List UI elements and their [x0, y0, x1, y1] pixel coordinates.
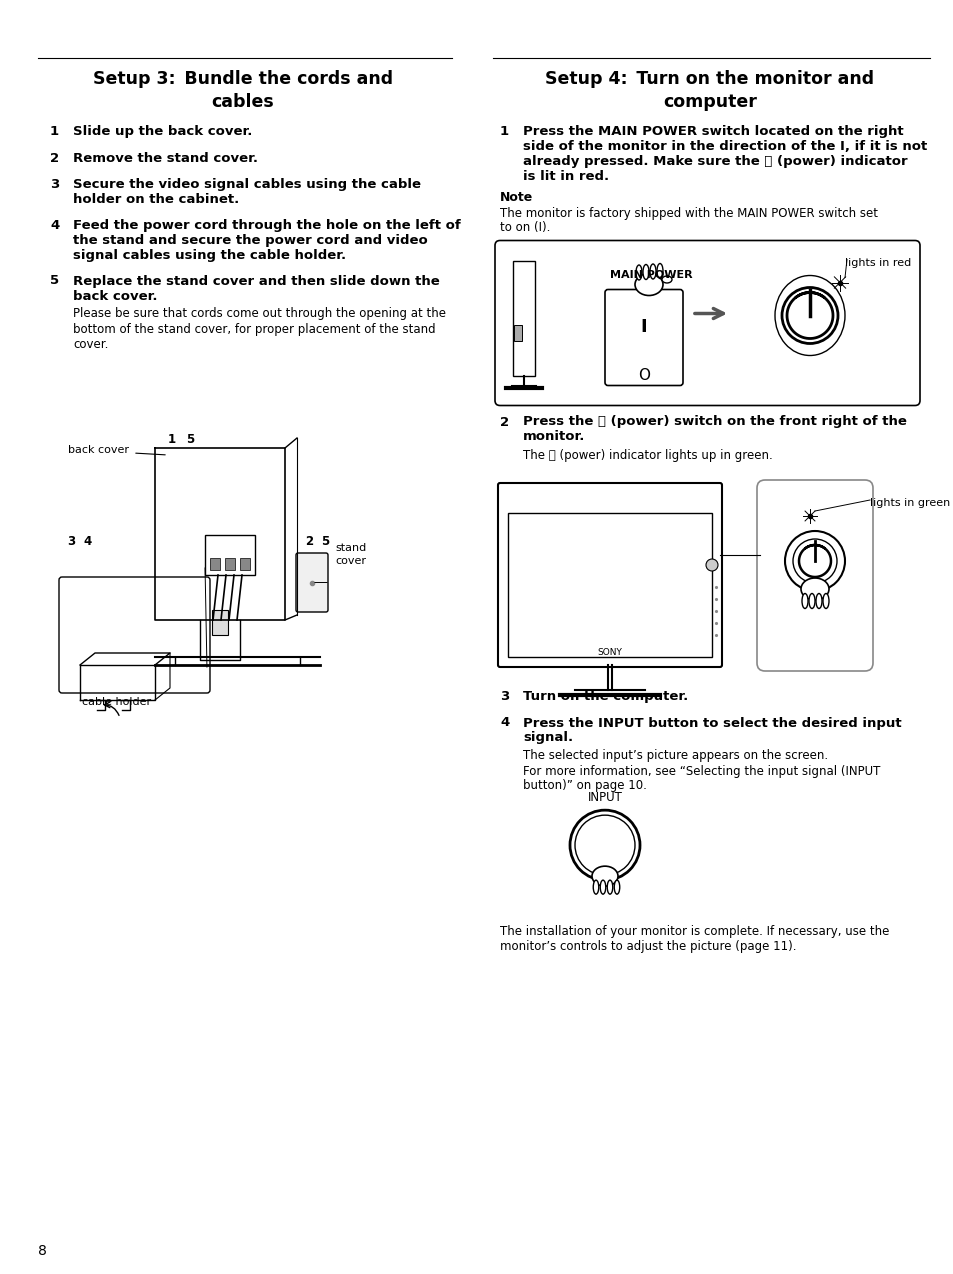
Text: cables: cables	[212, 93, 274, 111]
Text: O: O	[638, 367, 649, 382]
Text: computer: computer	[662, 93, 756, 111]
Ellipse shape	[657, 264, 662, 279]
Text: lights in red: lights in red	[844, 257, 910, 268]
Text: 2: 2	[305, 535, 313, 548]
Text: Setup 3: Bundle the cords and: Setup 3: Bundle the cords and	[92, 70, 393, 88]
Circle shape	[705, 559, 718, 571]
Bar	[212, 610, 228, 634]
Text: Press the INPUT button to select the desired input
signal.: Press the INPUT button to select the des…	[522, 716, 901, 744]
Text: cable holder: cable holder	[82, 697, 151, 707]
Text: lights in green: lights in green	[869, 498, 949, 508]
Ellipse shape	[599, 880, 605, 894]
Text: 1: 1	[168, 433, 176, 446]
Text: 3: 3	[499, 691, 509, 703]
Text: The ⏻ (power) indicator lights up in green.: The ⏻ (power) indicator lights up in gre…	[522, 448, 772, 461]
Text: 2: 2	[50, 152, 59, 164]
FancyBboxPatch shape	[497, 483, 721, 668]
Text: Slide up the back cover.: Slide up the back cover.	[73, 125, 253, 138]
Text: Setup 4: Turn on the monitor and: Setup 4: Turn on the monitor and	[545, 70, 874, 88]
Text: SONY: SONY	[597, 648, 621, 657]
Bar	[205, 535, 254, 575]
Ellipse shape	[636, 265, 641, 280]
Text: 3: 3	[50, 178, 59, 191]
Ellipse shape	[635, 274, 662, 296]
Bar	[225, 558, 234, 569]
Text: 4: 4	[83, 535, 91, 548]
Text: cover: cover	[335, 555, 366, 566]
Ellipse shape	[642, 265, 648, 279]
Ellipse shape	[815, 594, 821, 609]
Text: 3: 3	[67, 535, 75, 548]
Text: Feed the power cord through the hole on the left of
the stand and secure the pow: Feed the power cord through the hole on …	[73, 219, 460, 262]
Text: MAIN POWER: MAIN POWER	[609, 270, 692, 280]
Text: 5: 5	[186, 433, 194, 446]
Text: Press the MAIN POWER switch located on the right
side of the monitor in the dire: Press the MAIN POWER switch located on t…	[522, 125, 926, 183]
Text: The monitor is factory shipped with the MAIN POWER switch set
to on (I).: The monitor is factory shipped with the …	[499, 206, 877, 234]
Bar	[514, 325, 521, 340]
Text: INPUT: INPUT	[587, 791, 621, 804]
Text: Remove the stand cover.: Remove the stand cover.	[73, 152, 257, 164]
Text: 2: 2	[499, 415, 509, 428]
Ellipse shape	[592, 866, 618, 887]
Text: 1: 1	[499, 125, 509, 138]
Ellipse shape	[822, 594, 828, 609]
Bar	[210, 558, 220, 569]
Text: 5: 5	[50, 274, 59, 288]
Text: 4: 4	[499, 716, 509, 730]
FancyBboxPatch shape	[757, 480, 872, 671]
Text: back cover: back cover	[68, 445, 129, 455]
Text: Please be sure that cords come out through the opening at the
bottom of the stan: Please be sure that cords come out throu…	[73, 307, 446, 350]
Text: Replace the stand cover and then slide down the
back cover.: Replace the stand cover and then slide d…	[73, 274, 439, 302]
Text: Press the ⏻ (power) switch on the front right of the
monitor.: Press the ⏻ (power) switch on the front …	[522, 415, 906, 443]
Ellipse shape	[614, 880, 619, 894]
Text: Note: Note	[499, 191, 533, 204]
Text: The installation of your monitor is complete. If necessary, use the
monitor’s co: The installation of your monitor is comp…	[499, 925, 888, 953]
Ellipse shape	[607, 880, 612, 894]
FancyBboxPatch shape	[59, 577, 210, 693]
Text: stand: stand	[335, 543, 366, 553]
Text: I: I	[640, 317, 647, 335]
Text: 8: 8	[38, 1243, 47, 1257]
Text: 4: 4	[50, 219, 59, 232]
Ellipse shape	[801, 578, 828, 600]
Text: 5: 5	[320, 535, 329, 548]
Ellipse shape	[801, 594, 807, 609]
Ellipse shape	[808, 594, 814, 609]
Bar	[240, 558, 250, 569]
Text: Turn on the computer.: Turn on the computer.	[522, 691, 687, 703]
Text: The selected input’s picture appears on the screen.
For more information, see “S: The selected input’s picture appears on …	[522, 749, 880, 792]
Ellipse shape	[661, 276, 671, 283]
Text: 1: 1	[50, 125, 59, 138]
FancyBboxPatch shape	[295, 553, 328, 612]
Bar	[507, 513, 711, 657]
FancyBboxPatch shape	[495, 241, 919, 405]
FancyBboxPatch shape	[604, 289, 682, 386]
Bar	[513, 260, 535, 376]
Ellipse shape	[593, 880, 598, 894]
Ellipse shape	[649, 264, 656, 279]
Text: Secure the video signal cables using the cable
holder on the cabinet.: Secure the video signal cables using the…	[73, 178, 420, 206]
